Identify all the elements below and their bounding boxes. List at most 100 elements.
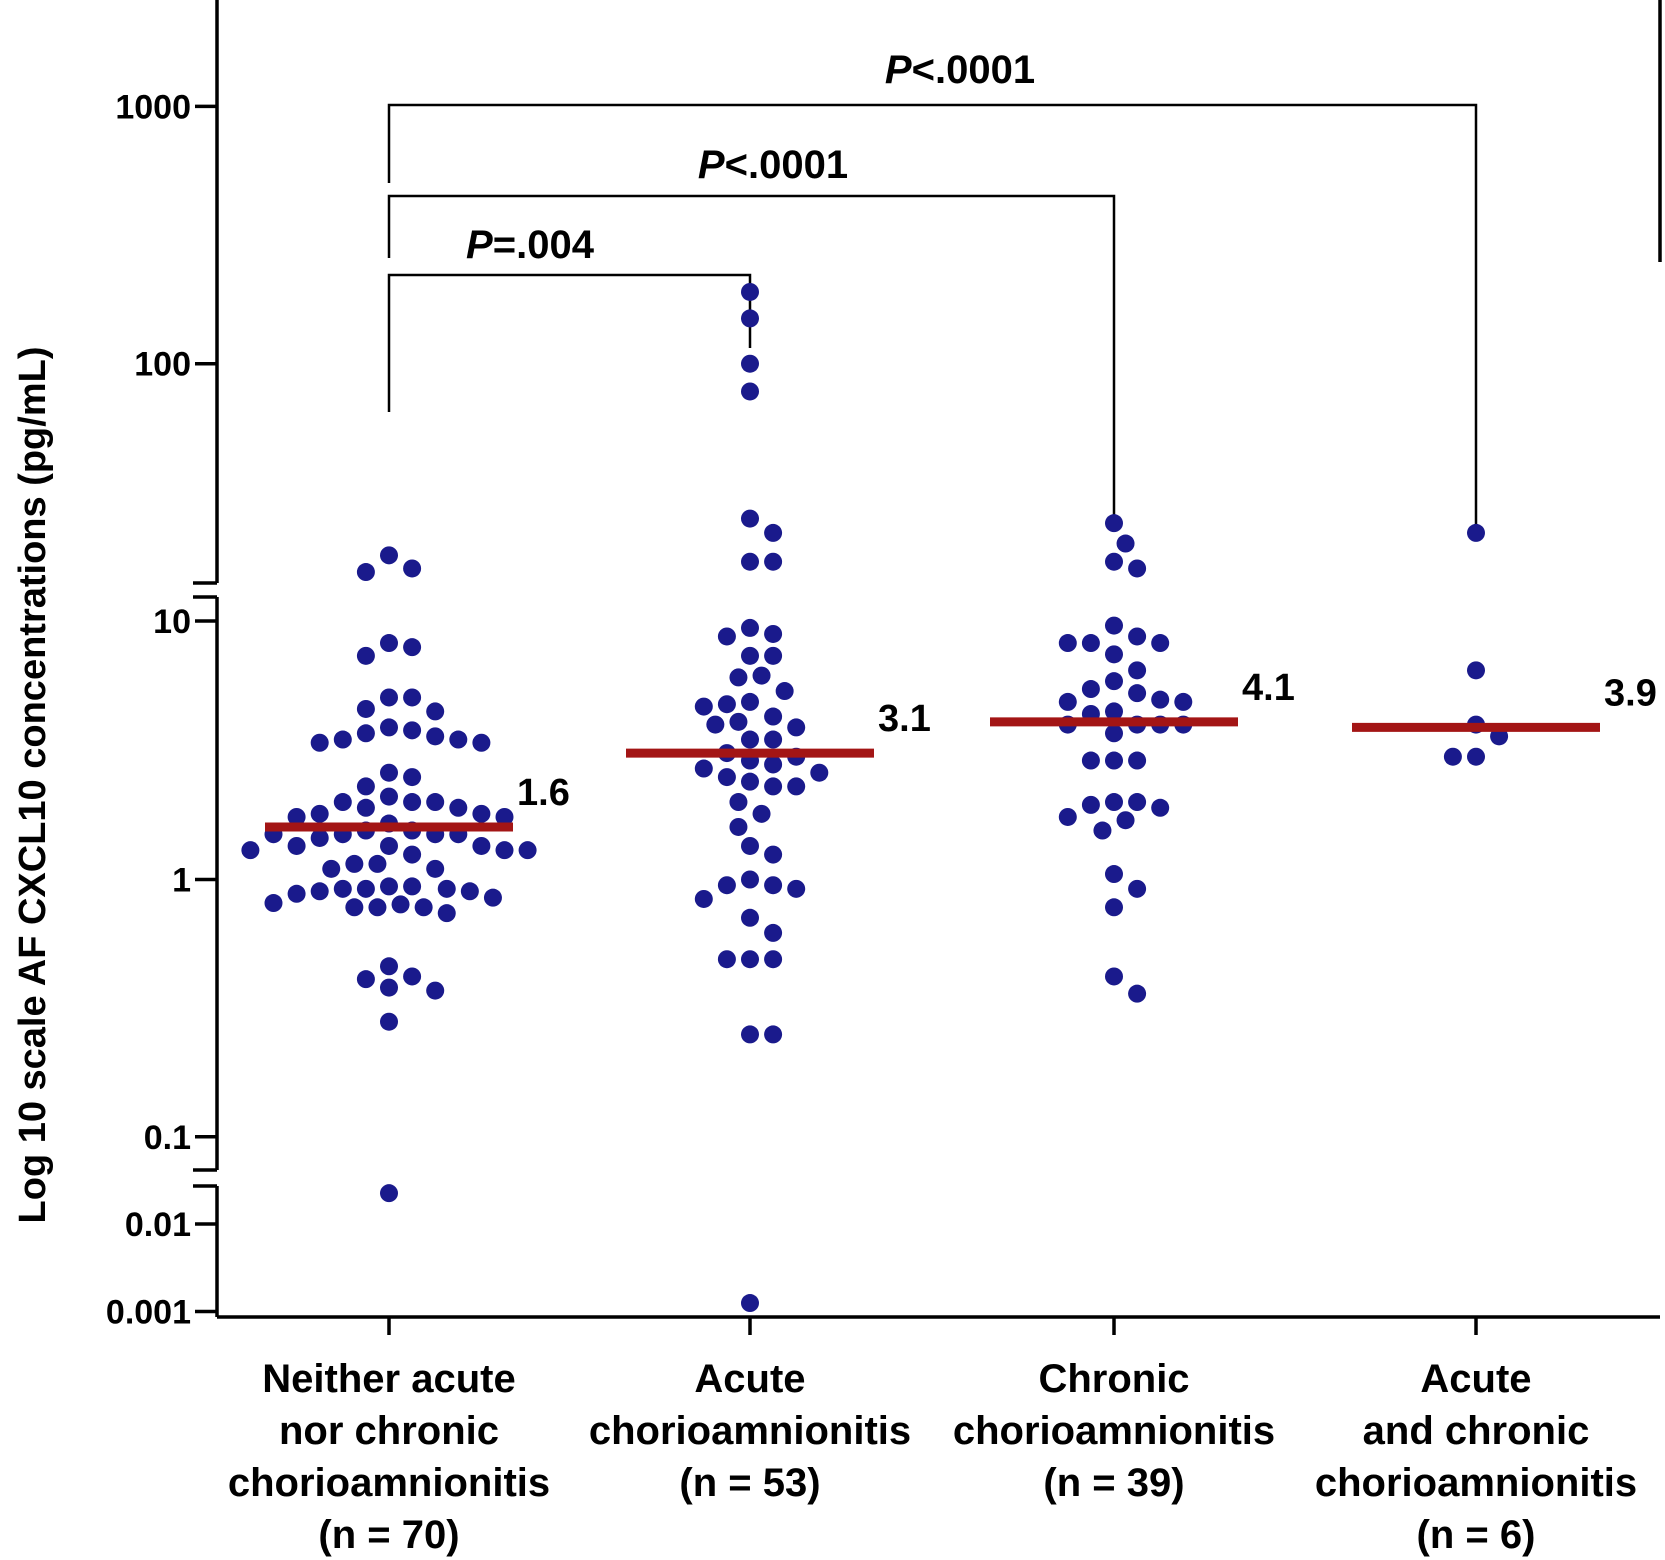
data-point: [764, 1025, 783, 1044]
data-point: [380, 634, 398, 653]
x-tick-label: Chronic: [1038, 1357, 1189, 1401]
data-point: [1105, 751, 1123, 770]
x-tick-label: (n = 39): [1043, 1461, 1184, 1505]
data-point: [729, 817, 748, 836]
data-point: [1105, 793, 1123, 812]
data-point: [356, 798, 375, 817]
data-point: [495, 841, 514, 860]
median-lines: [265, 717, 1600, 832]
data-point: [356, 699, 375, 718]
data-point: [752, 804, 771, 823]
x-tick-label: chorioamnionitis: [228, 1461, 550, 1505]
data-point: [1151, 690, 1170, 709]
data-point: [764, 923, 783, 942]
data-point: [380, 718, 398, 737]
data-point: [1081, 751, 1100, 770]
data-point: [694, 697, 713, 716]
data-point: [1128, 879, 1147, 898]
data-point: [403, 721, 422, 740]
data-point: [472, 733, 491, 752]
data-point: [1116, 534, 1135, 553]
data-point: [380, 978, 398, 997]
data-point: [356, 563, 375, 582]
data-point: [741, 509, 759, 528]
data-point: [741, 618, 759, 637]
data-point: [764, 523, 783, 542]
data-point: [333, 793, 352, 812]
median-label: 3.1: [878, 698, 931, 740]
data-point: [403, 768, 422, 787]
data-point: [1151, 798, 1170, 817]
x-tick-label: chorioamnionitis: [589, 1409, 911, 1453]
data-point: [310, 882, 329, 901]
data-point: [426, 702, 445, 721]
data-point: [1058, 634, 1077, 653]
data-point: [1105, 724, 1123, 743]
data-point: [1058, 807, 1077, 826]
comparison-bracket: [387, 273, 752, 412]
x-tick-label: (n = 70): [318, 1513, 459, 1557]
data-point: [729, 668, 748, 687]
data-point: [1128, 984, 1147, 1003]
data-point: [380, 1012, 398, 1031]
data-point: [1151, 634, 1170, 653]
median-label: 4.1: [1242, 667, 1295, 709]
data-point: [717, 876, 736, 895]
data-point: [1105, 552, 1123, 571]
data-point: [356, 879, 375, 898]
data-point: [495, 807, 514, 826]
data-point: [741, 552, 759, 571]
y-tick-label: 100: [134, 346, 191, 384]
data-point: [717, 950, 736, 969]
data-point: [403, 877, 422, 896]
data-points: [241, 282, 1509, 1313]
data-point: [483, 888, 502, 907]
axes: 1000 100 10 1 0.1 0.01 0.001: [106, 0, 1662, 1335]
data-point: [345, 898, 364, 917]
data-point: [787, 718, 806, 737]
data-point: [380, 688, 398, 707]
data-point: [380, 836, 398, 855]
data-point: [380, 787, 398, 806]
y-tick-label: 1000: [115, 88, 191, 126]
x-tick-label: (n = 53): [679, 1461, 820, 1505]
data-point: [764, 624, 783, 643]
data-point: [403, 688, 422, 707]
data-point: [764, 707, 783, 726]
data-point: [449, 798, 468, 817]
median-label: 3.9: [1604, 672, 1657, 714]
x-tick-label: chorioamnionitis: [1315, 1461, 1637, 1505]
data-point: [1467, 523, 1485, 542]
comparison-bracket: [387, 194, 1116, 527]
data-point: [380, 957, 398, 976]
data-point: [426, 981, 445, 1000]
data-point: [333, 730, 352, 749]
data-point: [764, 730, 783, 749]
data-point: [764, 755, 783, 774]
data-point: [403, 638, 422, 657]
data-point: [1058, 692, 1077, 711]
data-point: [1105, 514, 1123, 533]
data-point: [1105, 645, 1123, 664]
data-point: [717, 768, 736, 787]
data-point: [1128, 627, 1147, 646]
data-point: [810, 763, 829, 782]
data-point: [403, 559, 422, 578]
data-point: [1128, 661, 1147, 680]
data-point: [1105, 865, 1123, 884]
data-point: [706, 715, 725, 734]
data-point: [1093, 821, 1112, 840]
data-point: [741, 282, 759, 301]
x-tick-label: Acute: [694, 1357, 805, 1401]
y-tick-label: 0.01: [125, 1206, 191, 1244]
data-point: [264, 894, 283, 913]
y-axis-label: Log 10 scale AF CXCL10 concentrations (p…: [12, 347, 54, 1224]
data-point: [368, 898, 387, 917]
data-point: [741, 730, 759, 749]
median-label: 1.6: [517, 772, 570, 814]
data-point: [1128, 684, 1147, 703]
data-point: [741, 908, 759, 927]
data-point: [764, 646, 783, 665]
data-point: [741, 870, 759, 889]
y-tick-label: 0.1: [144, 1119, 191, 1157]
